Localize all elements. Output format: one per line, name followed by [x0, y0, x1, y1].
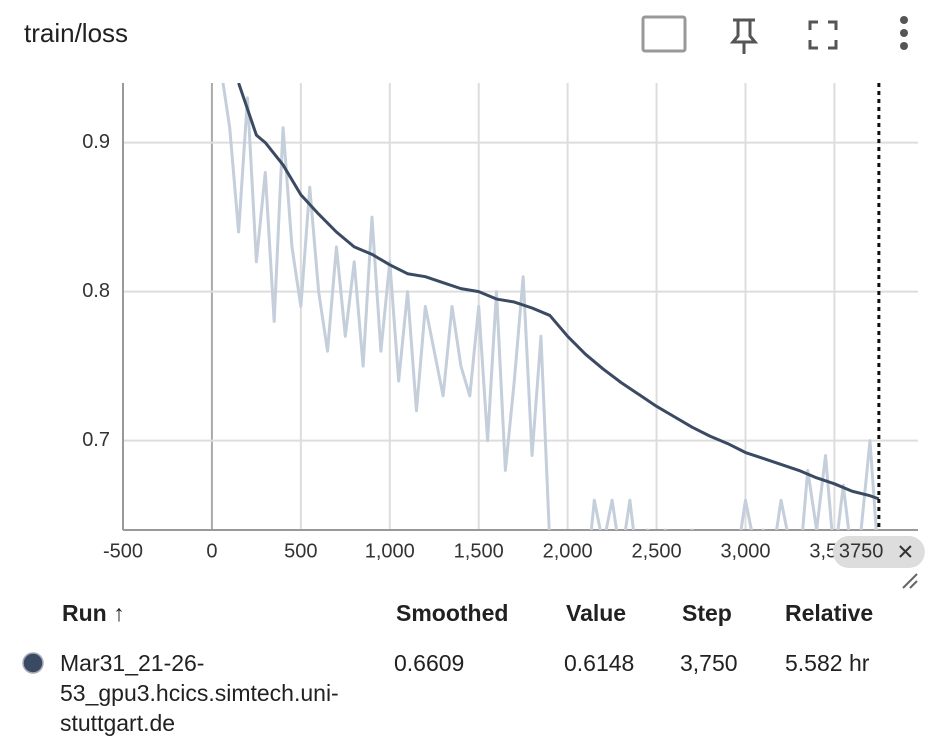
x-tick-label: 3,000 [720, 540, 770, 562]
column-header[interactable]: Relative [785, 600, 874, 626]
chart-title: train/loss [24, 18, 129, 48]
x-tick-label: 0 [206, 540, 217, 562]
cell: 0.6609 [394, 650, 465, 676]
x-tick-label: 1,500 [454, 540, 504, 562]
series-line [237, 83, 880, 501]
x-tick-label: 2,500 [632, 540, 682, 562]
y-tick-label: 0.7 [82, 429, 110, 451]
x-tick-label: -500 [103, 540, 143, 562]
fullscreen-button[interactable] [808, 20, 838, 50]
x-tick-label: 2,000 [543, 540, 593, 562]
pin-button[interactable] [729, 18, 759, 54]
series-line [221, 83, 878, 530]
x-tick-label: 500 [284, 540, 317, 562]
cell: 5.582 hr [785, 650, 870, 676]
column-header[interactable]: Smoothed [396, 600, 509, 626]
menu-button[interactable] [900, 16, 908, 50]
run-color [22, 652, 44, 674]
y-tick-label: 0.8 [82, 280, 110, 302]
chip-background [832, 536, 925, 568]
fit-domain-button[interactable] [641, 15, 687, 53]
chip-close[interactable] [899, 545, 912, 558]
y-tick-label: 0.9 [82, 131, 110, 153]
column-header[interactable]: Value [566, 600, 627, 626]
cursor-chip: 3750 [832, 536, 925, 568]
cell: 3,750 [680, 650, 738, 676]
run-name: Mar31_21-26-53_gpu3.hcics.simtech.uni-st… [60, 650, 339, 736]
toolbar [641, 15, 908, 54]
resize-handle[interactable] [902, 573, 918, 589]
chart: -50005001,0001,5002,0002,5003,0003,5000.… [82, 15, 925, 589]
cell: 0.6148 [564, 650, 635, 676]
cursor-label: 3750 [839, 540, 884, 562]
column-header[interactable]: Step [682, 600, 732, 626]
column-header[interactable]: Run ↑ [62, 600, 125, 626]
x-tick-label: 1,000 [365, 540, 415, 562]
